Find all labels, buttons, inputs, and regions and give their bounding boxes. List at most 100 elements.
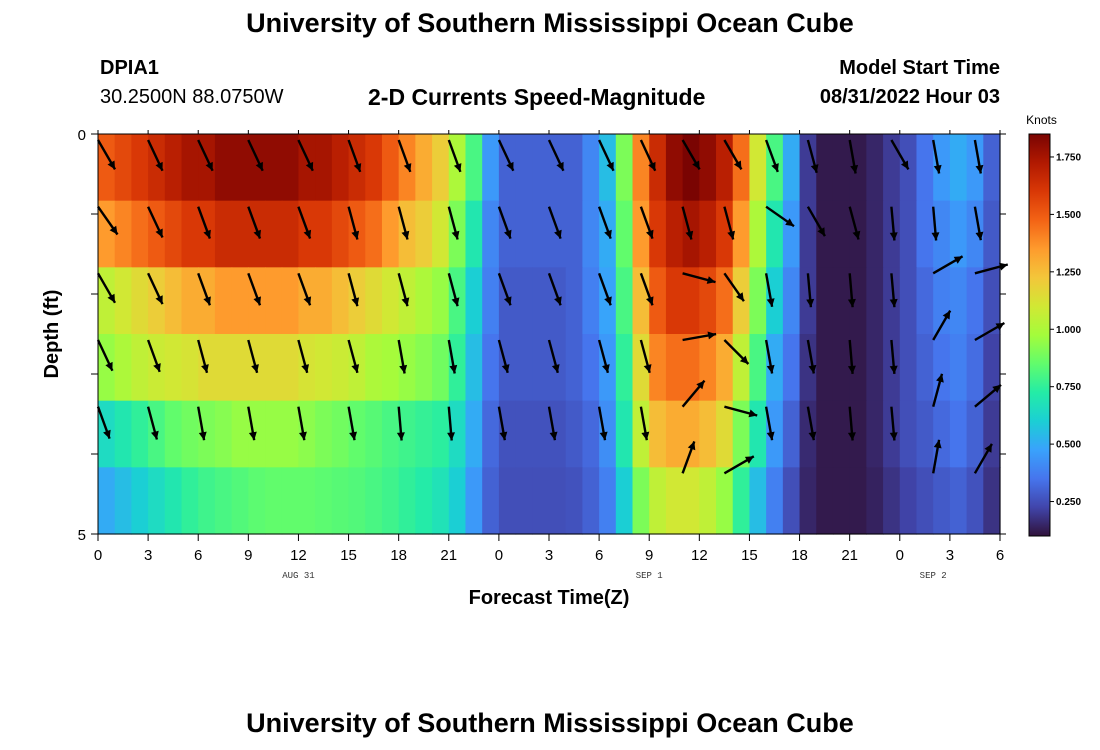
heatmap-cell — [749, 467, 767, 535]
heatmap-cell — [699, 467, 717, 535]
current-arrow — [847, 273, 856, 308]
heatmap-cell — [766, 334, 784, 402]
heatmap-cell — [799, 200, 817, 268]
heatmap-cell — [415, 400, 433, 468]
current-arrow — [932, 255, 964, 275]
current-arrow — [598, 139, 615, 172]
x-tick-label: 18 — [791, 547, 808, 564]
heatmap-cell — [114, 400, 132, 468]
heatmap-cell — [732, 200, 751, 268]
heatmap-cell — [682, 400, 700, 468]
current-arrow — [147, 272, 164, 305]
current-arrow — [447, 272, 460, 307]
heatmap-cell — [515, 467, 533, 535]
current-arrow — [96, 339, 114, 372]
heatmap-cell — [966, 400, 984, 468]
heatmap-cell — [281, 267, 300, 335]
current-arrow — [197, 272, 212, 306]
heatmap-cell — [899, 467, 918, 535]
heatmap-cell — [615, 200, 634, 268]
current-arrow — [247, 206, 262, 240]
heatmap-cell — [665, 334, 684, 402]
current-arrow — [764, 339, 775, 374]
heatmap-cell — [482, 334, 500, 402]
heatmap-cell — [866, 334, 884, 402]
heatmap-cell — [98, 134, 116, 202]
x-tick-label: 12 — [691, 547, 708, 564]
heatmap-cell — [114, 334, 132, 402]
heatmap-cell — [949, 467, 968, 535]
heatmap-cell — [949, 400, 968, 468]
current-arrow — [597, 272, 612, 306]
heatmap-cell — [248, 467, 266, 535]
x-tick-label: 0 — [495, 547, 503, 564]
heatmap-cell — [465, 467, 483, 535]
heatmap-cell — [365, 467, 383, 535]
heatmap-cell — [966, 134, 984, 202]
heatmap-cell — [766, 467, 784, 535]
heatmap-cell — [114, 134, 132, 202]
heatmap-cell — [632, 467, 650, 535]
x-tick-label: 9 — [645, 547, 653, 564]
current-arrow — [347, 272, 360, 307]
heatmap-cell — [498, 400, 517, 468]
date-label: SEP 1 — [636, 571, 663, 581]
current-arrow — [497, 339, 510, 374]
heatmap-cell — [582, 134, 600, 202]
current-arrow — [889, 339, 898, 375]
heatmap-cell — [131, 134, 149, 202]
heatmap-cell — [131, 200, 149, 268]
heatmap-cell — [799, 400, 817, 468]
heatmap-cell — [832, 200, 851, 268]
heatmap-cell — [432, 134, 450, 202]
current-arrow — [806, 273, 815, 308]
heatmap-cell — [916, 467, 934, 535]
heatmap-cell — [582, 200, 600, 268]
y-axis-title: Depth (ft) — [41, 290, 63, 379]
current-arrow — [724, 405, 758, 418]
current-arrow — [297, 206, 312, 240]
colorbar-tick-label: 0.750 — [1056, 382, 1081, 393]
current-arrow — [597, 339, 610, 374]
heatmap-cell — [265, 267, 283, 335]
heatmap-cell — [933, 134, 951, 202]
current-arrow — [723, 272, 745, 302]
heatmap-cell — [498, 467, 517, 535]
current-arrow — [197, 139, 214, 172]
heatmap-cell — [298, 467, 316, 535]
current-arrow — [932, 439, 942, 474]
heatmap-cell — [866, 200, 884, 268]
heatmap-cell — [532, 467, 550, 535]
heatmap-cell — [114, 200, 132, 268]
x-axis-title: Forecast Time(Z) — [469, 587, 630, 609]
heatmap-cell — [248, 400, 266, 468]
current-arrow — [547, 139, 565, 172]
colorbar-tick-label: 0.250 — [1056, 497, 1081, 508]
heatmap-cell — [665, 200, 684, 268]
current-arrow — [347, 206, 360, 240]
x-tick-label: 21 — [841, 547, 858, 564]
model-start-label: Model Start Time — [839, 57, 1000, 79]
heatmap-cell — [732, 334, 751, 402]
heatmap-cell — [615, 400, 634, 468]
current-arrow — [723, 455, 755, 475]
heatmap-cell — [949, 134, 968, 202]
x-tick-label: 0 — [896, 547, 904, 564]
heatmap-cell — [231, 467, 249, 535]
heatmap-cell — [131, 467, 149, 535]
heatmap-cell — [599, 467, 617, 535]
heatmap-cell — [832, 267, 851, 335]
x-tick-label: 18 — [390, 547, 407, 564]
current-arrow — [723, 206, 735, 240]
heatmap-cell — [615, 267, 634, 335]
heatmap-cell — [214, 200, 233, 268]
heatmap-cell — [432, 267, 450, 335]
current-arrow — [547, 339, 560, 374]
heatmap-cell — [331, 267, 350, 335]
heatmap-cell — [448, 400, 467, 468]
station-coordinates: 30.2500N 88.0750W — [100, 86, 284, 108]
heatmap-cell — [164, 267, 183, 335]
heatmap-cell — [665, 267, 684, 335]
x-tick-label: 21 — [440, 547, 457, 564]
heatmap-cell — [582, 267, 600, 335]
